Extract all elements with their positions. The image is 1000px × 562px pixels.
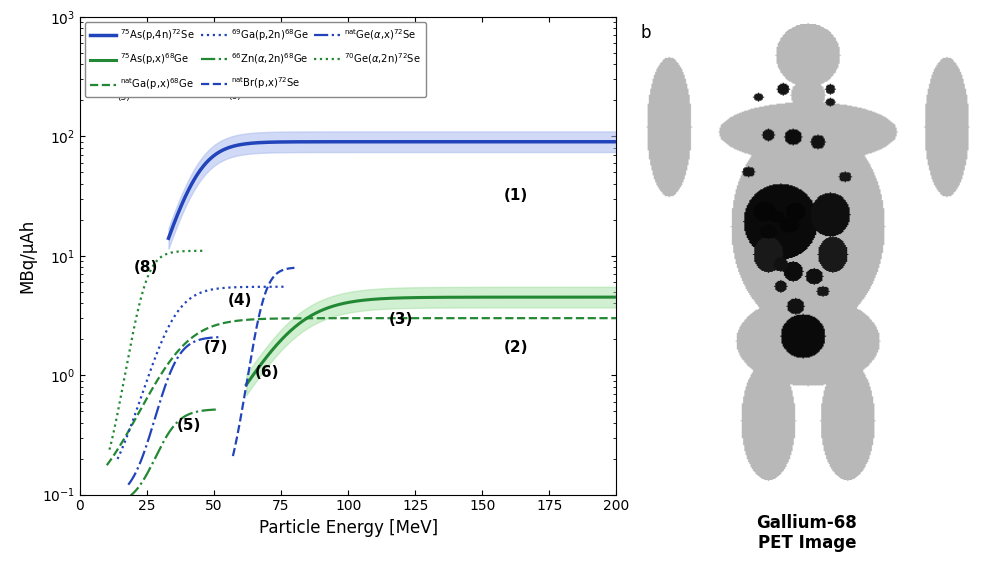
Text: (5): (5) bbox=[177, 418, 201, 433]
Text: (7): (7) bbox=[203, 340, 228, 355]
Text: (3): (3) bbox=[388, 312, 413, 328]
Text: (6): (6) bbox=[228, 92, 241, 101]
Text: (2): (2) bbox=[117, 68, 130, 77]
Text: (1): (1) bbox=[117, 43, 130, 52]
Text: b: b bbox=[641, 24, 651, 42]
Text: (4): (4) bbox=[227, 293, 252, 308]
Text: (8): (8) bbox=[342, 66, 355, 75]
X-axis label: Particle Energy [MeV]: Particle Energy [MeV] bbox=[259, 519, 438, 537]
Text: (8): (8) bbox=[134, 260, 158, 275]
Text: (4): (4) bbox=[228, 43, 241, 52]
Text: (5): (5) bbox=[228, 67, 241, 76]
Text: (1): (1) bbox=[504, 188, 528, 203]
Y-axis label: MBq/μAh: MBq/μAh bbox=[18, 219, 36, 293]
Text: (2): (2) bbox=[504, 340, 528, 355]
Text: (6): (6) bbox=[254, 365, 279, 380]
Text: (3): (3) bbox=[117, 93, 130, 102]
Text: Gallium-68
PET Image: Gallium-68 PET Image bbox=[757, 514, 857, 552]
Text: (7): (7) bbox=[342, 43, 355, 52]
Legend: $^{75}$As(p,4n)$^{72}$Se, $^{75}$As(p,x)$^{68}$Ge, $^{\mathrm{nat}}$Ga(p,x)$^{68: $^{75}$As(p,4n)$^{72}$Se, $^{75}$As(p,x)… bbox=[85, 22, 426, 97]
